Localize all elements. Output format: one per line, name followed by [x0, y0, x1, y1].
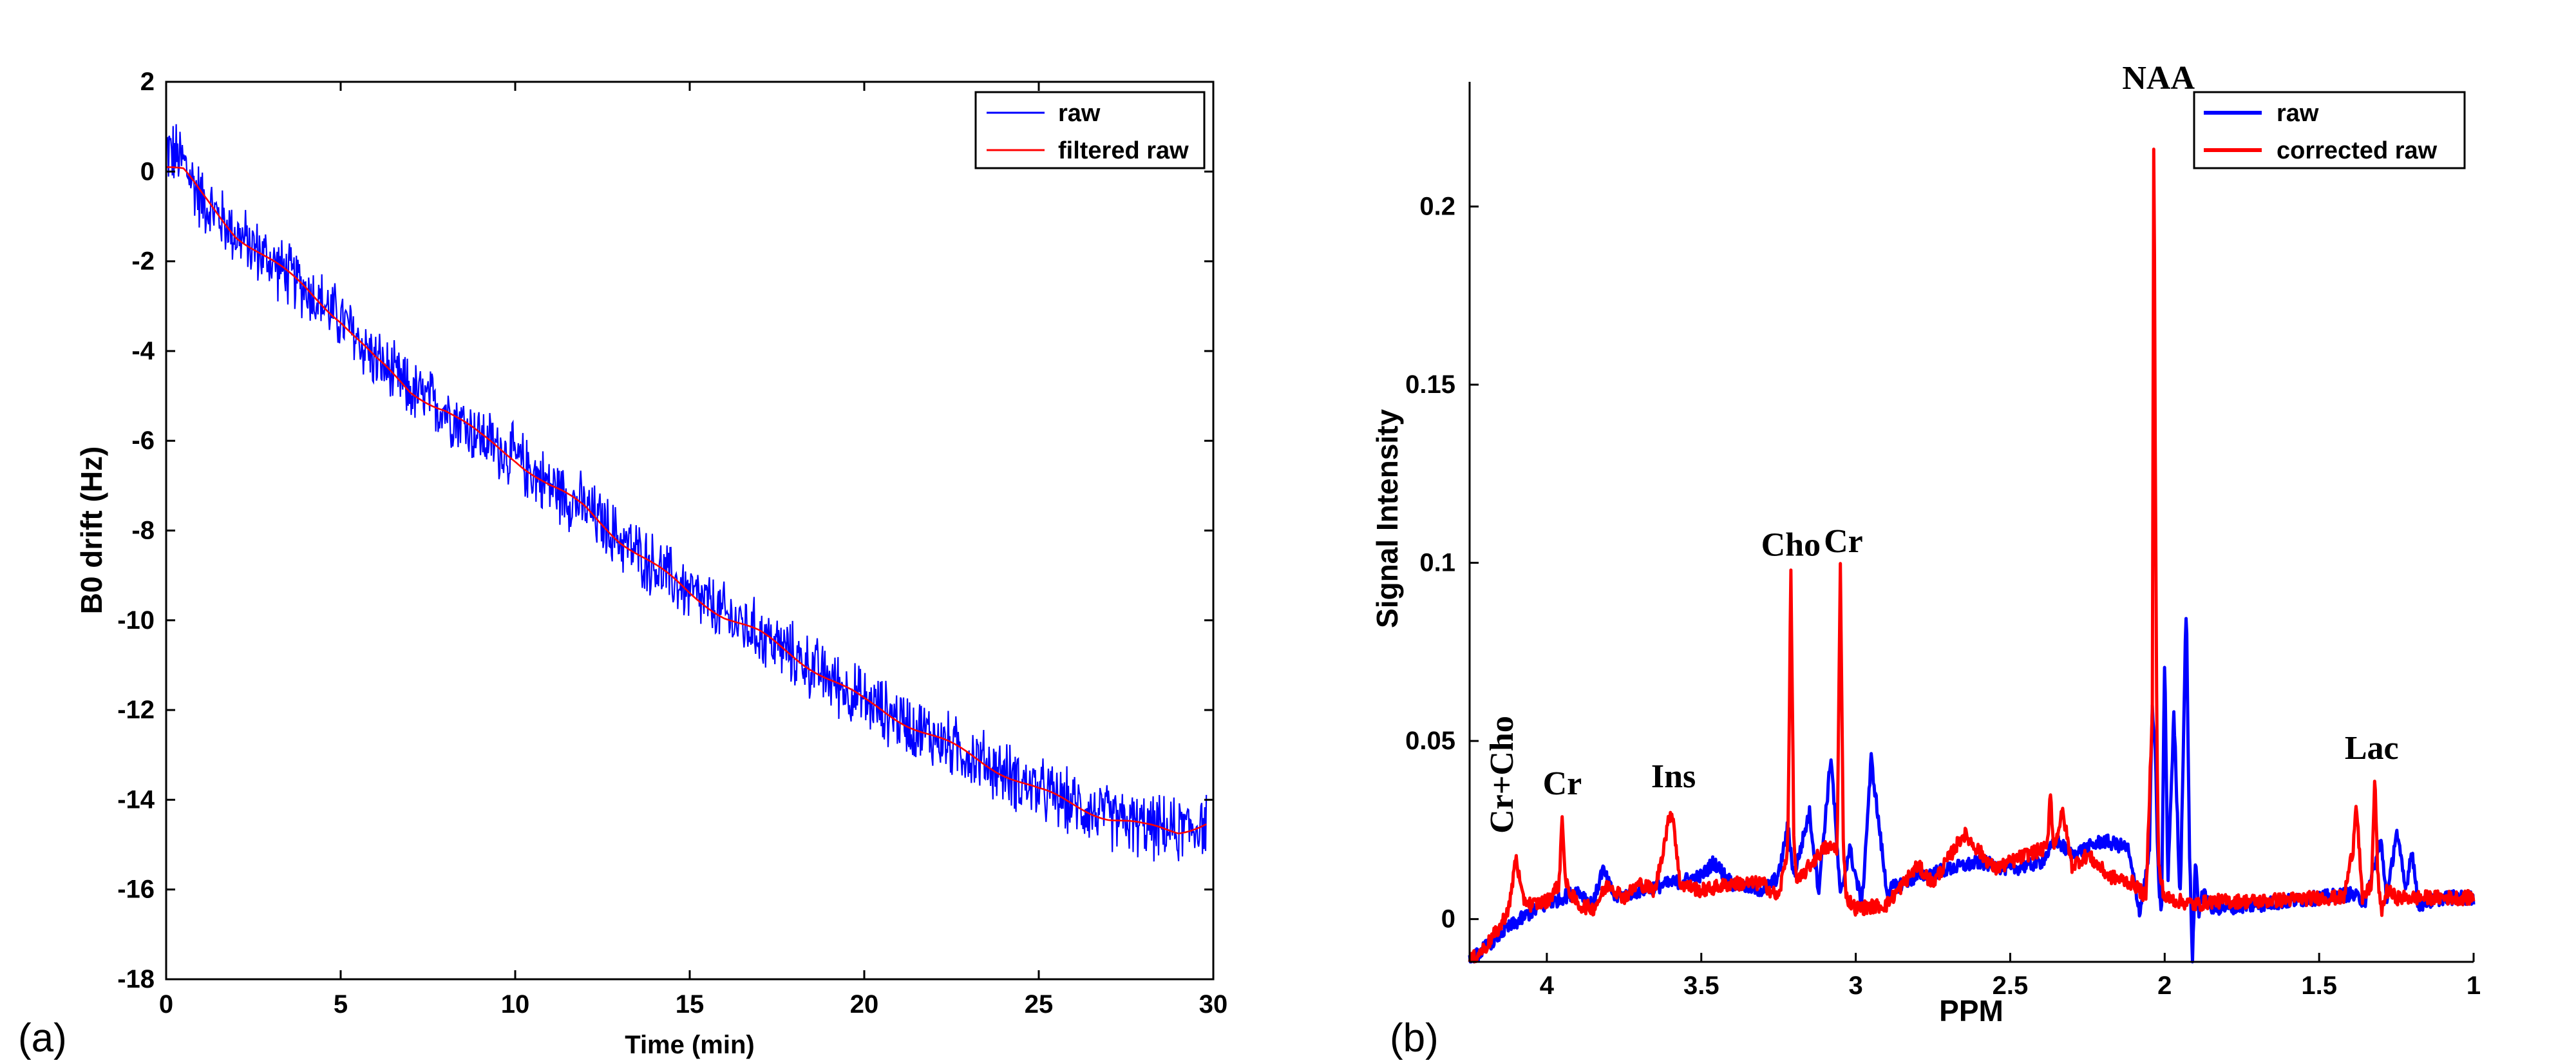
panel-b-legend-raw-label: raw: [2277, 100, 2319, 127]
panel-b-chart: 4 3.5 3 2.5 2 1.5 1 0 0.05 0.1 0.15 0.2 Cr+Cho Cr Ins…: [1370, 60, 2481, 1028]
panel-b-legend-corrected-label: corrected raw: [2277, 137, 2438, 164]
panel-a-series-filtered-raw: [166, 166, 1207, 835]
panel-a-y-tick-label: 0: [140, 157, 155, 186]
panel-a-label: (a): [18, 1016, 67, 1060]
panel-b-peak-label: Cr: [1543, 765, 1582, 802]
panel-b-y-tick-label: 0.05: [1405, 727, 1455, 755]
panel-b-y-tick-label: 0.1: [1419, 549, 1455, 577]
panel-b-peak-label: Ins: [1651, 758, 1696, 795]
panel-b-y-axis-label: Signal Intensity: [1370, 409, 1404, 628]
panel-a-y-tick-label: -2: [131, 247, 155, 276]
panel-b-x-axis-label: PPM: [1939, 994, 2003, 1028]
panel-b-peak-label: Cho: [1761, 527, 1821, 564]
panel-a-x-tick-label: 10: [501, 990, 530, 1019]
panel-a-y-tick-label: -4: [131, 337, 155, 365]
panel-a-x-tick-label: 5: [334, 990, 348, 1019]
panel-a-legend: raw filtered raw: [974, 91, 1206, 169]
panel-a-x-tick-label: 30: [1199, 990, 1228, 1019]
panel-b-x-tick-label: 3: [1848, 972, 1862, 1000]
panel-b-peak-label: Cr: [1824, 523, 1863, 560]
panel-a-y-tick-label: -18: [117, 965, 155, 993]
panel-b-legend-box: [2193, 91, 2466, 169]
panel-b-peak-label: NAA: [2122, 60, 2195, 97]
panel-b-x-tick-label: 2.5: [1993, 972, 2029, 1000]
panel-a-plot-lines: [165, 124, 1208, 862]
panel-b-x-tick-label: 2: [2157, 972, 2172, 1000]
panel-b-x-tick-label: 3.5: [1683, 972, 1719, 1000]
panel-b-plot-lines: [1468, 148, 2476, 964]
panel-a-y-tick-label: -6: [131, 426, 155, 455]
panel-b-legend: raw corrected raw: [2193, 91, 2466, 169]
panel-b-x-tick-label: 4: [1540, 972, 1555, 1000]
panel-b-y-tick-label: 0.2: [1419, 193, 1455, 221]
panel-b-y-tick-label: 0.15: [1405, 370, 1455, 399]
panel-a-y-tick-label: 2: [140, 68, 155, 96]
panel-a-x-tick-label: 25: [1025, 990, 1054, 1019]
panel-b-x-tick-label: 1.5: [2301, 972, 2337, 1000]
panel-a-legend-filtered-label: filtered raw: [1058, 137, 1189, 164]
panel-a-series-raw: [165, 124, 1208, 862]
panel-b-peak-label: Lac: [2345, 730, 2399, 767]
panel-a-x-tick-label: 15: [676, 990, 705, 1019]
panel-a-y-tick-label: -8: [131, 517, 155, 545]
panel-a-y-tick-label: -16: [117, 876, 155, 904]
panel-a-x-tick-label: 0: [159, 990, 173, 1019]
panel-a-x-axis-label: Time (min): [625, 1031, 755, 1059]
panel-b-ticks: 4 3.5 3 2.5 2 1.5 1 0 0.05 0.1 0.15 0.2: [1405, 193, 2481, 1000]
panel-b-x-tick-label: 1: [2467, 972, 2481, 1000]
panel-b-peak-label: Cr+Cho: [1484, 716, 1520, 834]
panel-b-label: (b): [1390, 1016, 1439, 1060]
panel-b-series-corrected-raw: [1468, 148, 2476, 964]
panel-a-x-tick-label: 20: [850, 990, 879, 1019]
panel-a-y-tick-label: -12: [117, 696, 155, 724]
panel-a-y-tick-label: -10: [117, 606, 155, 635]
panel-a-y-tick-label: -14: [117, 785, 155, 814]
panel-b-y-tick-label: 0: [1441, 905, 1455, 934]
panel-a-y-axis-label: B0 drift (Hz): [75, 446, 108, 615]
panel-a-legend-raw-label: raw: [1058, 100, 1101, 127]
panel-a-legend-box: [974, 91, 1206, 169]
